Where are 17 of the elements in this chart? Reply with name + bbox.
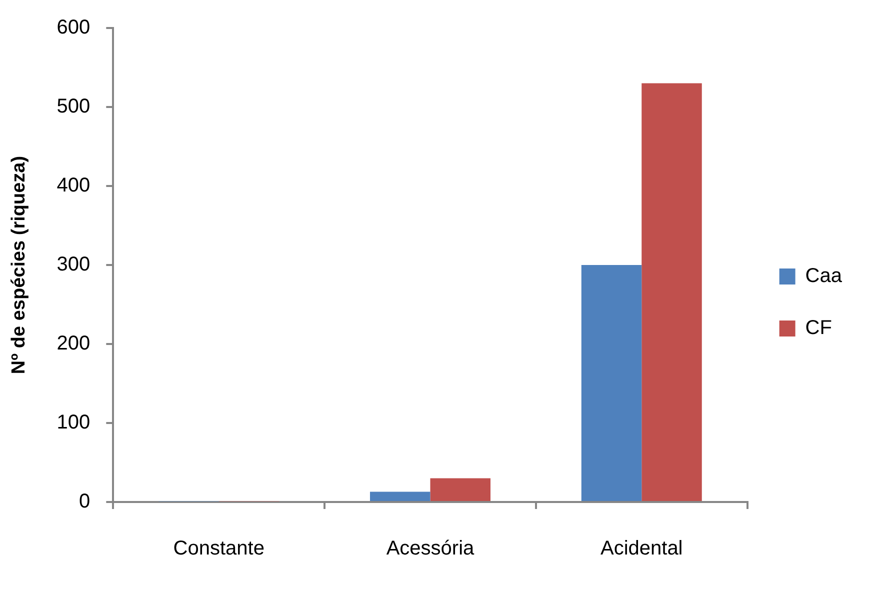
y-tick-label: 300 — [56, 254, 90, 276]
x-tick-label: Constante — [173, 538, 264, 560]
x-tick-label: Acessória — [386, 538, 476, 560]
bar — [370, 492, 430, 501]
y-tick-label: 500 — [56, 96, 90, 118]
y-tick-label: 400 — [56, 174, 90, 197]
y-tick-label: 600 — [56, 16, 90, 39]
bar — [581, 265, 642, 501]
x-tick-label: Acidental — [600, 538, 683, 560]
legend-label: Caa — [805, 265, 843, 288]
bar — [430, 478, 490, 501]
y-tick-label: 0 — [79, 490, 90, 513]
y-tick-label: 100 — [56, 412, 90, 434]
y-axis-title: Nº de espécies (riqueza) — [8, 156, 30, 374]
y-tick-label: 200 — [56, 332, 90, 355]
legend-label: CF — [805, 317, 832, 340]
bar — [642, 83, 702, 501]
